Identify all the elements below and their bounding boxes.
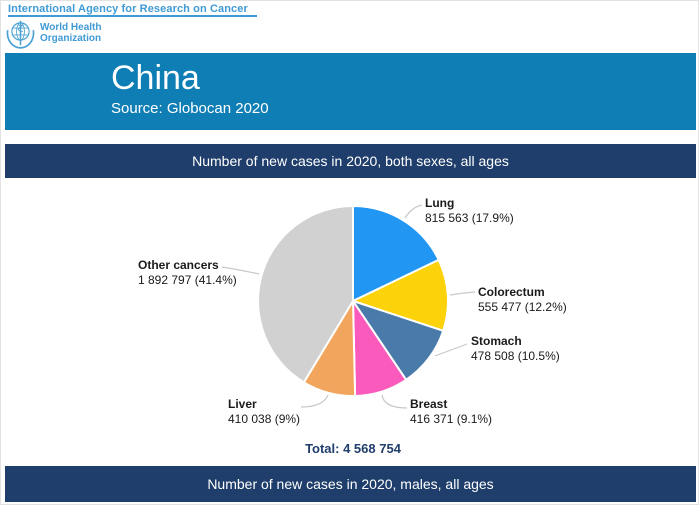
pie-slice-colorectum[interactable] — [352, 258, 449, 332]
leader-line-liver — [300, 394, 329, 408]
section-banner-both-sexes: Number of new cases in 2020, both sexes,… — [5, 144, 696, 178]
leader-line-stomach — [434, 343, 468, 357]
pie-slice-lung[interactable] — [352, 205, 440, 302]
pie-slice-other-cancers[interactable] — [257, 205, 354, 384]
pie-label-liver: Liver 410 038 (9%) — [228, 397, 301, 426]
pie-label-colorectum: Colorectum 555 477 (12.2%) — [478, 285, 567, 314]
leader-line-lung — [404, 204, 423, 219]
pie-label-lung: Lung 815 563 (17.9%) — [425, 196, 514, 225]
section-banner-males: Number of new cases in 2020, males, all … — [5, 466, 696, 502]
pie-label-other-cancers: Other cancers 1 892 797 (41.4%) — [138, 258, 237, 287]
country-title-banner: China Source: Globocan 2020 — [5, 53, 696, 130]
source-label: Source: Globocan 2020 — [111, 100, 269, 117]
pie-label-breast: Breast 416 371 (9.1%) — [410, 397, 493, 426]
leader-line-other-cancers — [221, 266, 260, 275]
iarc-agency-title: International Agency for Research on Can… — [8, 3, 248, 15]
pie-label-stomach: Stomach 478 508 (10.5%) — [471, 334, 560, 363]
leader-line-breast — [381, 394, 408, 409]
total-cases-label: Total: 4 568 754 — [305, 441, 401, 456]
page-title: China — [111, 59, 200, 97]
iarc-title-underline — [8, 15, 257, 17]
leader-line-colorectum — [449, 291, 476, 296]
who-logo-text: World Health Organization — [40, 22, 102, 44]
who-logo-icon — [6, 20, 35, 49]
